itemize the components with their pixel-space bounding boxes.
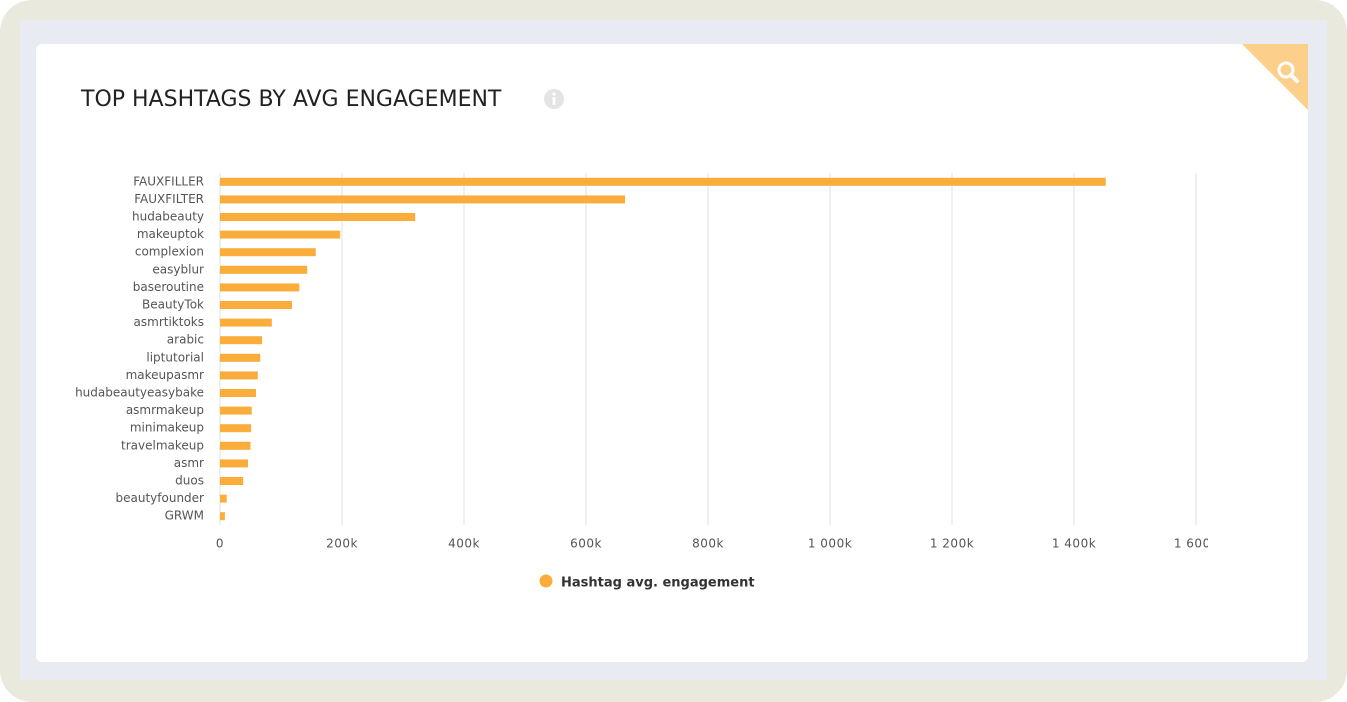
x-tick-label: 800k bbox=[692, 537, 724, 551]
bar bbox=[220, 301, 292, 309]
bar bbox=[220, 230, 341, 239]
legend-label[interactable]: Hashtag avg. engagement bbox=[561, 576, 755, 591]
y-tick-label: FAUXFILLER bbox=[133, 174, 204, 188]
x-tick-label: 200k bbox=[326, 537, 358, 551]
y-tick-label: duos bbox=[175, 474, 204, 488]
x-axis: 0 200k 400k 600k 800k 1 000k 1 200k 1 400k 1 600… bbox=[216, 537, 1218, 551]
x-tick-label: 1 000k bbox=[808, 537, 852, 551]
y-tick-label: makeuptok bbox=[137, 227, 204, 241]
y-tick-label: travelmakeup bbox=[121, 438, 204, 452]
search-icon[interactable] bbox=[1277, 61, 1299, 83]
y-tick-label: arabic bbox=[167, 333, 204, 347]
bar bbox=[220, 389, 256, 397]
y-tick-label: baseroutine bbox=[133, 280, 204, 294]
bar bbox=[220, 318, 272, 327]
card bbox=[36, 44, 1308, 662]
bar bbox=[220, 512, 225, 521]
x-tick-label: 1 400k bbox=[1052, 537, 1096, 551]
bar bbox=[220, 195, 626, 204]
y-tick-label: FAUXFILTER bbox=[134, 192, 204, 206]
y-tick-label: hudabeautyeasybake bbox=[75, 386, 204, 400]
bar bbox=[220, 494, 227, 503]
y-tick-label: beautyfounder bbox=[116, 491, 205, 505]
bar bbox=[220, 283, 300, 292]
y-tick-label: asmrmakeup bbox=[126, 403, 204, 417]
legend-marker bbox=[539, 574, 553, 588]
y-tick-label: easyblur bbox=[152, 262, 204, 276]
bar bbox=[220, 441, 251, 450]
y-tick-label: makeupasmr bbox=[126, 368, 204, 382]
x-tick-label: 1 200k bbox=[930, 537, 974, 551]
y-tick-label: asmr bbox=[174, 456, 204, 470]
bar bbox=[220, 213, 416, 221]
y-tick-label: hudabeauty bbox=[132, 210, 204, 224]
y-tick-label: complexion bbox=[135, 245, 204, 259]
info-icon[interactable] bbox=[544, 89, 564, 109]
y-tick-label: liptutorial bbox=[146, 350, 204, 364]
plot: 0 200k 400k 600k 800k 1 000k 1 200k 1 400k 1 600… bbox=[75, 173, 1218, 591]
zoom-corner[interactable] bbox=[1242, 44, 1308, 110]
bar bbox=[220, 248, 316, 257]
bar bbox=[220, 424, 252, 433]
bar bbox=[220, 406, 252, 415]
y-tick-label: asmrtiktoks bbox=[134, 315, 204, 329]
chart-title: TOP HASHTAGS BY AVG ENGAGEMENT bbox=[80, 87, 502, 112]
bar bbox=[220, 353, 261, 362]
bar bbox=[220, 177, 1106, 186]
x-tick-label: 1 600k bbox=[1174, 537, 1218, 551]
y-tick-label: GRWM bbox=[165, 509, 204, 523]
bar bbox=[220, 336, 263, 345]
x-tick-label: 600k bbox=[570, 537, 602, 551]
y-tick-label: BeautyTok bbox=[142, 298, 204, 312]
bar bbox=[220, 371, 258, 380]
x-tick-label: 400k bbox=[448, 537, 480, 551]
x-tick-label: 0 bbox=[216, 537, 224, 551]
bar bbox=[220, 265, 308, 274]
bar bbox=[220, 477, 244, 485]
bar bbox=[220, 459, 249, 468]
y-tick-label: minimakeup bbox=[130, 421, 204, 435]
